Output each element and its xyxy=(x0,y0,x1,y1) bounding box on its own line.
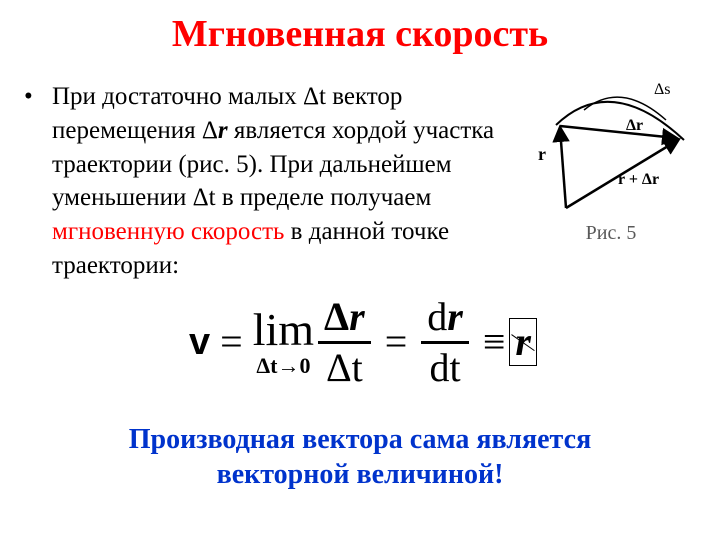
formula-lim-text: lim xyxy=(253,307,314,353)
bullet-text: При достаточно малых Δt вектор перемещен… xyxy=(52,80,526,283)
formula-frac1-num: Δr xyxy=(318,295,371,339)
formula-frac2-d: d xyxy=(427,294,447,339)
bullet-r: r xyxy=(218,117,228,144)
formula-frac2-bar xyxy=(421,341,469,344)
bullet-term: мгновенную скорость xyxy=(52,218,284,245)
formula-frac2-r: r xyxy=(447,294,463,339)
footer-line1: Производная вектора сама является xyxy=(129,424,591,455)
fig-label-r: r xyxy=(538,144,546,164)
figure-caption: Рис. 5 xyxy=(526,222,696,245)
bullet-dot: • xyxy=(24,80,52,283)
formula-lim-sub-pre: Δt xyxy=(256,353,277,378)
formula: v = lim Δt→0 Δr Δt = dr dt xyxy=(189,295,531,390)
formula-v: v xyxy=(189,323,210,361)
figure: Δs Δr r r + Δr Рис. 5 xyxy=(526,80,696,245)
fig-label-rpd: r + Δr xyxy=(618,171,659,188)
figure-svg: Δs Δr r r + Δr xyxy=(526,80,696,220)
formula-frac1: Δr Δt xyxy=(314,295,375,390)
fig-label-dr: Δr xyxy=(626,117,643,134)
formula-eq2: = xyxy=(375,322,418,362)
slide: Мгновенная скорость • При достаточно мал… xyxy=(0,0,720,540)
formula-rdot: r xyxy=(515,322,531,362)
slide-title: Мгновенная скорость xyxy=(24,12,696,56)
formula-frac2: dr dt xyxy=(417,295,473,390)
formula-frac1-bar xyxy=(318,341,371,344)
formula-frac1-r: r xyxy=(349,294,365,339)
formula-lim-sub: Δt→0 xyxy=(256,355,310,377)
footer-line2: векторной величиной! xyxy=(217,459,504,490)
formula-eq1: = xyxy=(210,322,253,362)
footer-note: Производная вектора сама является вектор… xyxy=(84,422,636,492)
formula-frac1-delta: Δ xyxy=(324,294,349,339)
formula-block: v = lim Δt→0 Δr Δt = dr dt xyxy=(24,295,696,390)
formula-lim-sub-arrow: → xyxy=(277,353,299,378)
body-row: • При достаточно малых Δt вектор перемещ… xyxy=(24,80,696,283)
formula-frac2-den: dt xyxy=(423,346,466,390)
formula-lim: lim Δt→0 xyxy=(253,307,314,377)
formula-frac1-den: Δt xyxy=(320,346,369,390)
bullet-item: • При достаточно малых Δt вектор перемещ… xyxy=(24,80,526,283)
formula-frac2-num: dr xyxy=(421,295,469,339)
bullet-block: • При достаточно малых Δt вектор перемещ… xyxy=(24,80,526,283)
formula-lim-sub-post: 0 xyxy=(299,353,310,378)
fig-label-ds: Δs xyxy=(654,81,671,98)
